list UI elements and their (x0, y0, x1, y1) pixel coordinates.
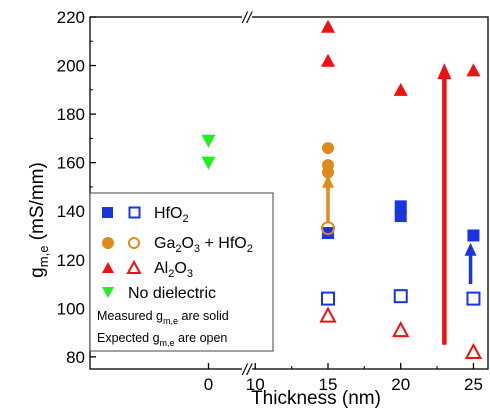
y-tick-label: 180 (57, 105, 85, 124)
legend-label-ga-name: Ga (154, 235, 175, 252)
legend-marker-ga2o3-open (128, 237, 140, 249)
axis-break-top: // (242, 10, 253, 27)
point-series0-expected (321, 291, 335, 306)
point-series2-expected (319, 306, 337, 323)
legend-note-expected-pre: Expected g (97, 331, 160, 345)
x-tick-label: 10 (246, 375, 265, 394)
legend-note-measured-sub: m,e (163, 316, 178, 326)
legend-label-al-sub2: 3 (187, 268, 193, 280)
legend-label-al-mid: O (174, 260, 186, 277)
y-axis-label: gm,e (mS/mm) (27, 162, 51, 278)
y-tick-label: 160 (57, 154, 85, 173)
point-series2-measured (466, 63, 481, 77)
annotation-arrow-0-head (322, 174, 334, 188)
legend-note-expected-sub: m,e (160, 338, 175, 348)
point-series1-expected (321, 221, 335, 236)
legend-label-ga-sub1: 2 (175, 243, 181, 255)
legend-note-expected-post: are open (175, 331, 228, 345)
legend-label-hfo2-name: HfO (154, 205, 182, 222)
legend-box (89, 192, 274, 352)
point-series1-measured (322, 142, 334, 155)
point-series0-measured (322, 227, 334, 240)
legend-label-ga-sub2: 3 (194, 243, 200, 255)
annotation-arrow-1-head (437, 63, 452, 80)
legend-label-al2o3: Al2O3 (154, 260, 193, 280)
legend-label-al-sub1: 2 (168, 268, 174, 280)
legend-marker-al2o3-solid (102, 262, 114, 273)
point-series0-measured (394, 200, 407, 213)
point-series3-measured (201, 156, 216, 170)
y-tick-label: 200 (57, 57, 85, 76)
point-series2-measured (321, 19, 335, 33)
annotation-arrows (322, 63, 477, 345)
legend-label-hfo2-sub: 2 (182, 213, 188, 225)
x-tick-label: 25 (464, 375, 483, 394)
legend-entry-al2o3: Al2O3 (102, 259, 193, 280)
legend-marker-al2o3-open (126, 259, 142, 274)
axis-break-gap (242, 366, 252, 372)
axis-break-gap (242, 14, 252, 20)
point-series2-expected (464, 342, 483, 360)
axes: 80 100 120 140 160 180 200 220 0 10 15 20 25 // // (57, 8, 489, 394)
point-series2-expected (392, 321, 410, 338)
point-series1-measured (322, 166, 334, 179)
data-points (201, 19, 483, 360)
legend: HfO2 Ga2O3 + HfO2 Al2O3 No dielectric Me… (89, 192, 274, 352)
legend-note-measured-post: are solid (178, 309, 229, 323)
legend-label-ga-sub3: 2 (247, 243, 253, 255)
x-tick-label: 0 (204, 375, 213, 394)
y-axis-label-sub: m,e (36, 246, 51, 268)
point-series0-expected (466, 291, 481, 306)
y-tick-label: 220 (57, 8, 85, 27)
legend-label-hfo2: HfO2 (154, 205, 189, 225)
legend-note-measured: Measured gm,e are solid (97, 309, 229, 326)
legend-marker-hfo2-open (128, 206, 141, 219)
legend-marker-hfo2-solid (102, 207, 113, 218)
legend-label-ga-mid: O (181, 235, 193, 252)
legend-note-measured-pre: Measured g (97, 309, 163, 323)
x-tick-label: 15 (319, 375, 338, 394)
annotation-arrow-2-head (464, 242, 477, 256)
point-series2-measured (393, 82, 408, 96)
y-tick-label: 120 (57, 251, 85, 270)
point-series0-measured (467, 229, 480, 242)
y-tick-label: 100 (57, 299, 85, 318)
legend-label-no-dielectric: No dielectric (128, 285, 216, 302)
y-axis-label-unit: (mS/mm) (27, 162, 48, 245)
point-series3-measured (201, 134, 216, 148)
y-axis-label-main: g (27, 267, 48, 278)
legend-note-expected: Expected gm,e are open (97, 331, 227, 348)
point-series0-expected (393, 289, 408, 304)
legend-label-ga-tail: + HfO (200, 235, 247, 252)
y-tick-label: 80 (66, 348, 85, 367)
point-series2-measured (321, 53, 335, 67)
legend-marker-ga2o3-solid (102, 237, 114, 249)
axis-break-bottom: // (242, 362, 253, 379)
legend-entry-ga2o3-hfo2: Ga2O3 + HfO2 (102, 235, 253, 255)
x-tick-label: 20 (391, 375, 410, 394)
y-tick-label: 140 (57, 202, 85, 221)
legend-entry-hfo2: HfO2 (102, 205, 189, 225)
legend-marker-no-dielectric (102, 287, 114, 298)
legend-label-ga2o3-hfo2: Ga2O3 + HfO2 (154, 235, 253, 255)
legend-label-al-name: Al (154, 260, 168, 277)
legend-entry-no-dielectric: No dielectric (102, 285, 216, 302)
x-axis-label: Thickness (nm) (251, 388, 381, 409)
point-series0-measured (394, 210, 407, 223)
